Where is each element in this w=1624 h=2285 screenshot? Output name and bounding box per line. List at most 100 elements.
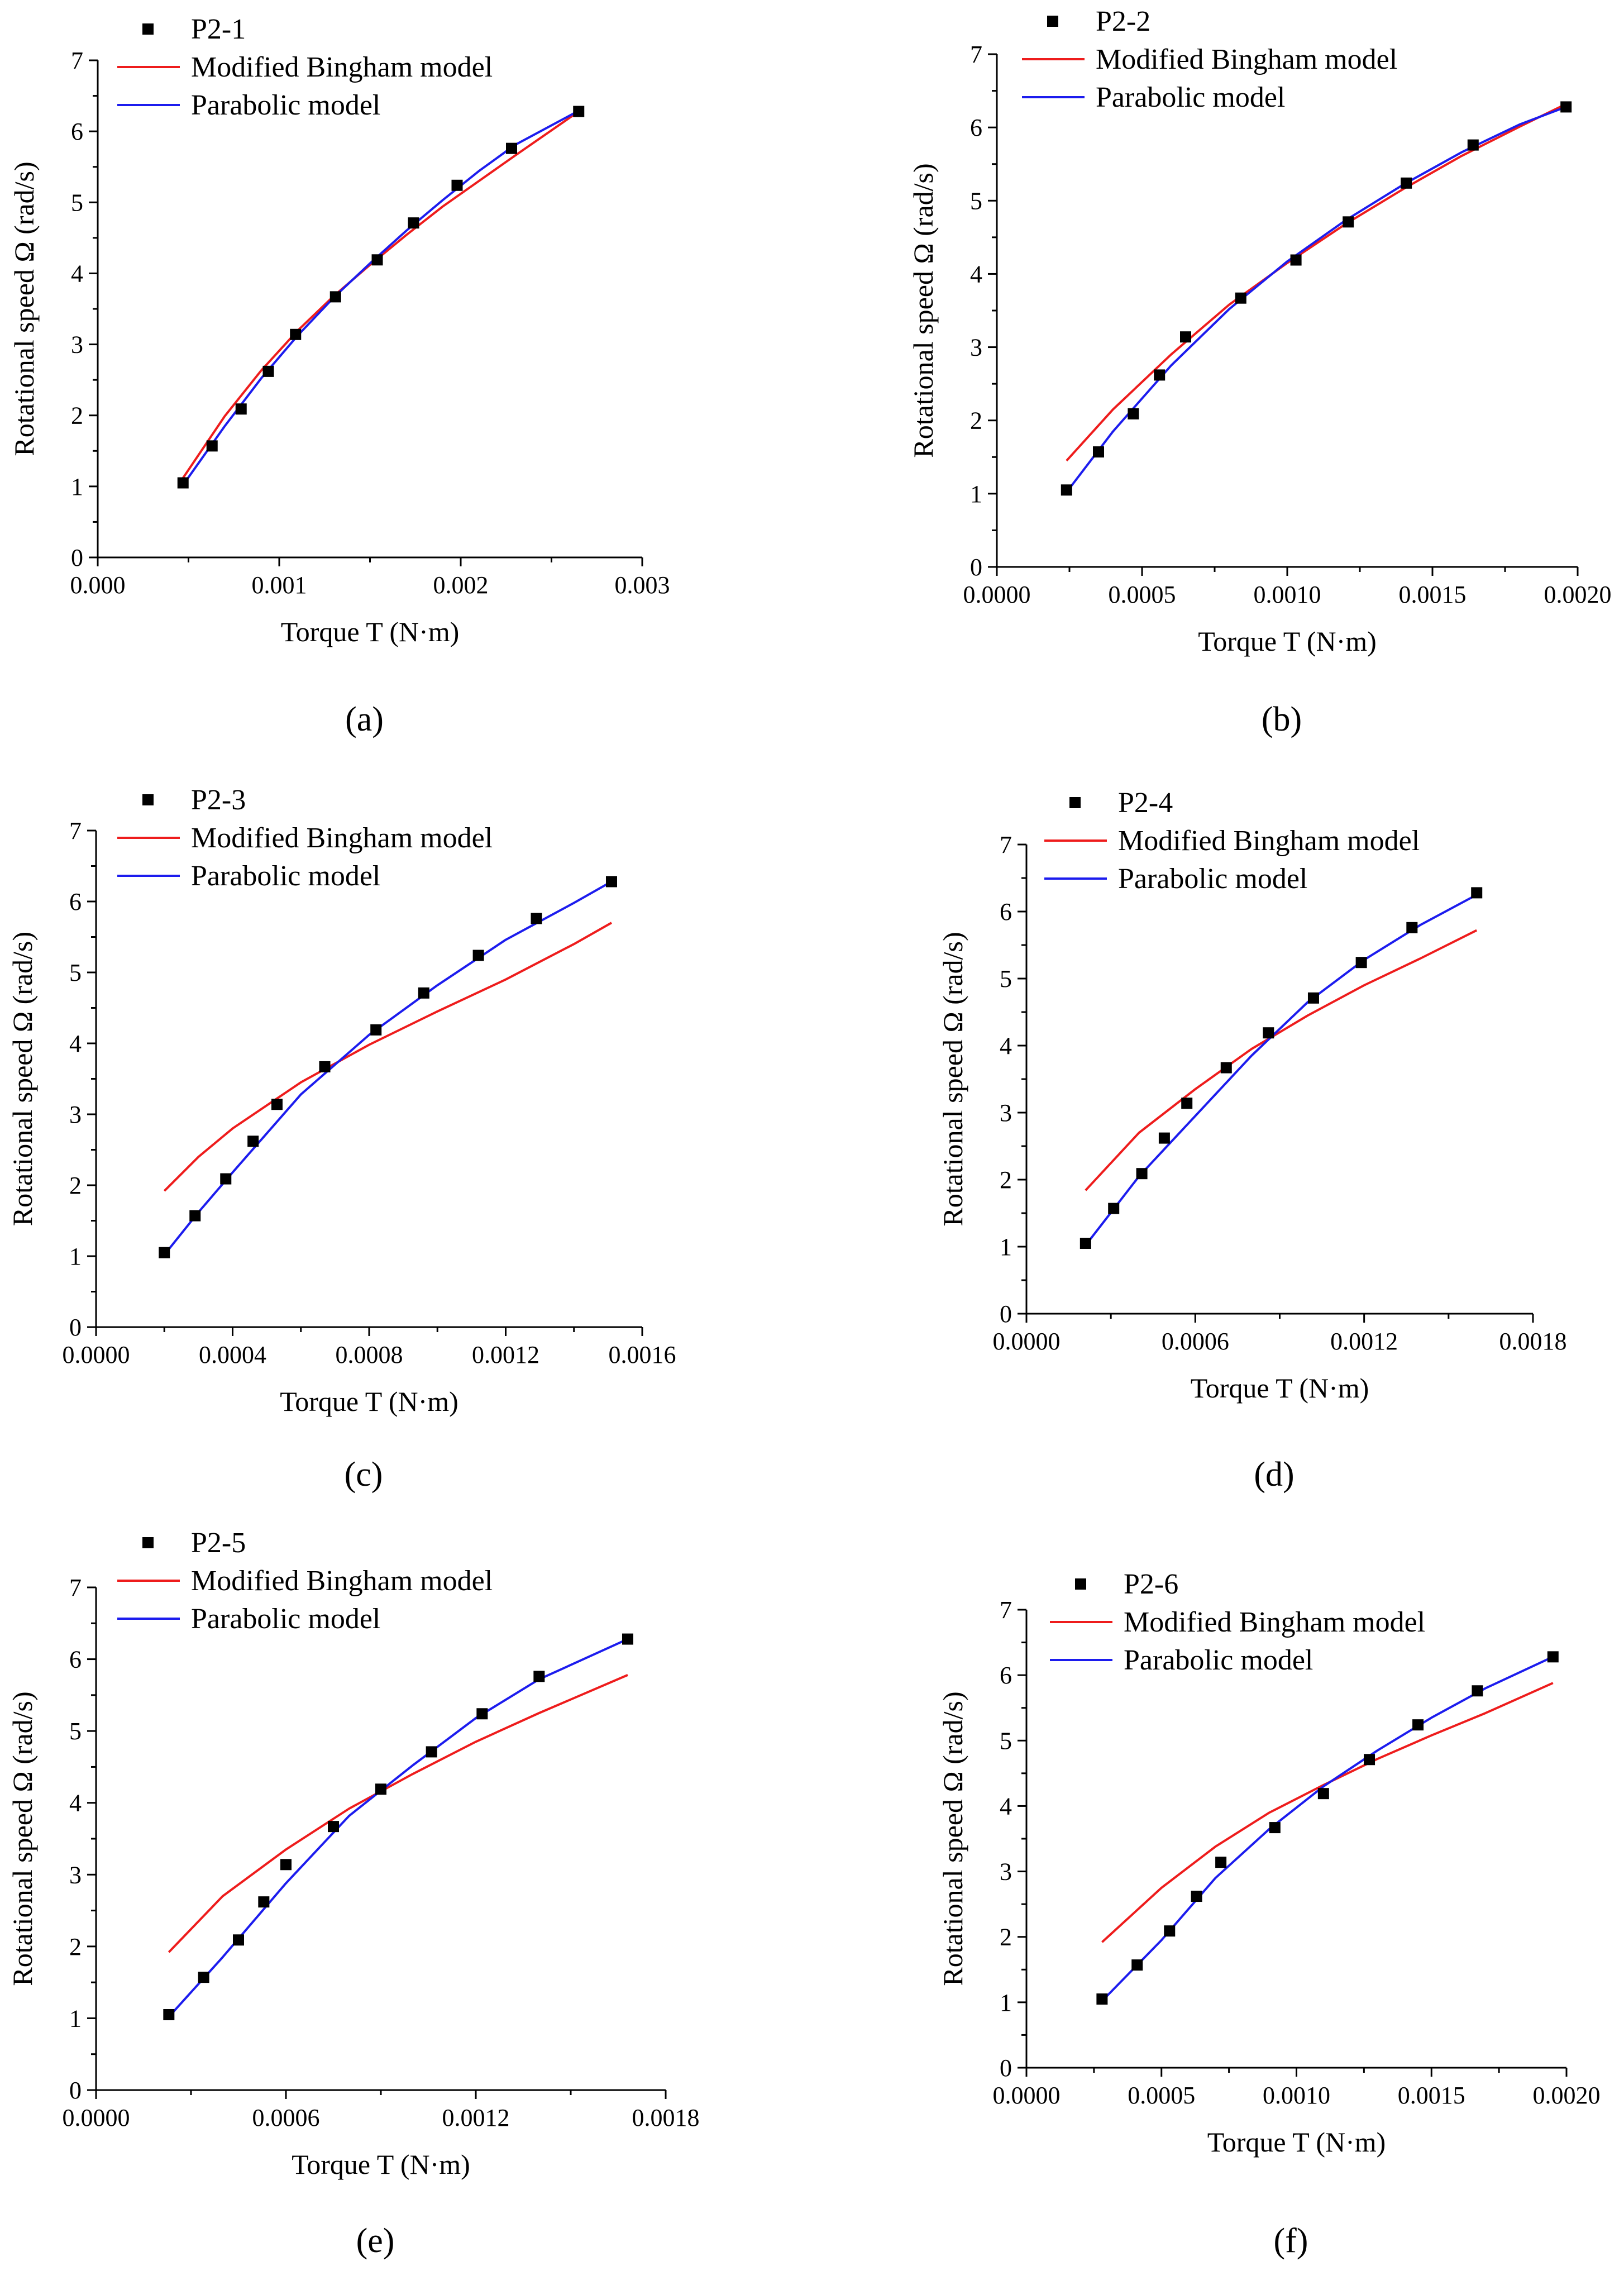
legend-label-points: P2-2 bbox=[1096, 6, 1150, 37]
series-line-modified-bingham bbox=[1101, 1682, 1554, 1943]
data-point bbox=[472, 950, 484, 961]
y-tick-label: 1 bbox=[970, 480, 982, 508]
legend-label-points: P2-3 bbox=[191, 784, 246, 816]
data-point bbox=[1131, 1959, 1143, 1971]
series-line-modified-bingham bbox=[163, 922, 612, 1192]
chart-panel-e: 0 1 2 3 4 5 6 7 0.0000 0.0006 0.0012 0.0018 Torque T… bbox=[7, 1527, 700, 2260]
data-point bbox=[370, 1024, 382, 1036]
y-tick-label: 6 bbox=[1000, 1662, 1012, 1689]
data-point bbox=[1136, 1168, 1148, 1180]
y-tick-label: 2 bbox=[970, 407, 982, 435]
y-tick-label: 3 bbox=[970, 334, 982, 361]
x-tick-label: 0.0012 bbox=[1330, 1328, 1398, 1355]
series-line-parabolic bbox=[1066, 106, 1566, 493]
y-tick-label: 2 bbox=[71, 402, 83, 430]
x-tick-label: 0.0018 bbox=[1499, 1328, 1567, 1355]
y-tick-label: 2 bbox=[1000, 1924, 1012, 1951]
y-tick-label: 0 bbox=[69, 2077, 82, 2104]
legend-label-modified-bingham: Modified Bingham model bbox=[1096, 44, 1397, 75]
data-point bbox=[1317, 1788, 1329, 1800]
legend-label-points: P2-5 bbox=[191, 1527, 246, 1559]
x-tick-label: 0.0005 bbox=[1128, 2082, 1195, 2109]
data-point bbox=[206, 440, 218, 452]
data-point bbox=[371, 254, 383, 266]
data-point bbox=[262, 365, 274, 377]
data-point bbox=[1061, 484, 1072, 496]
x-axis-title: Torque T (N·m) bbox=[1198, 626, 1377, 657]
legend-label-parabolic: Parabolic model bbox=[191, 860, 380, 892]
chart-panel-a: 0 1 2 3 4 5 6 7 0.000 0.001 0.002 0.003 Torque T (N·… bbox=[8, 13, 670, 738]
data-point bbox=[1108, 1203, 1120, 1214]
data-point bbox=[329, 291, 341, 303]
y-tick-label: 0 bbox=[970, 554, 982, 581]
y-tick-label: 7 bbox=[69, 1574, 82, 1601]
panel-label: (f) bbox=[1274, 2222, 1308, 2260]
y-tick-label: 5 bbox=[69, 1718, 82, 1745]
legend-marker-points bbox=[142, 794, 154, 805]
y-tick-label: 4 bbox=[1000, 1032, 1012, 1060]
data-point bbox=[1355, 957, 1367, 969]
data-point bbox=[1096, 1993, 1108, 2005]
legend-label-modified-bingham: Modified Bingham model bbox=[1124, 1606, 1425, 1638]
y-tick-label: 6 bbox=[970, 114, 982, 141]
legend-label-modified-bingham: Modified Bingham model bbox=[191, 51, 493, 83]
legend-label-parabolic: Parabolic model bbox=[191, 1603, 380, 1635]
y-tick-label: 3 bbox=[69, 1861, 82, 1888]
x-tick-label: 0.0000 bbox=[963, 581, 1031, 608]
y-axis-title: Rotational speed Ω (rad/s) bbox=[937, 932, 968, 1226]
data-point bbox=[198, 1972, 209, 1983]
legend-label-parabolic: Parabolic model bbox=[1096, 82, 1285, 113]
x-axis-title: Torque T (N·m) bbox=[280, 1386, 458, 1417]
data-point bbox=[533, 1671, 545, 1682]
data-point bbox=[1547, 1651, 1559, 1663]
x-tick-label: 0.0018 bbox=[632, 2104, 700, 2131]
x-tick-label: 0.0012 bbox=[472, 1341, 539, 1368]
data-point bbox=[418, 987, 429, 999]
chart-panel-f: 0 1 2 3 4 5 6 7 0.0000 0.0005 0.0010 0.0015 0.0020 To… bbox=[937, 1568, 1601, 2260]
x-tick-label: 0.0008 bbox=[336, 1341, 403, 1368]
series-line-parabolic bbox=[163, 880, 612, 1256]
y-axis-title: Rotational speed Ω (rad/s) bbox=[937, 1691, 968, 1986]
data-point bbox=[1263, 1027, 1274, 1039]
data-point bbox=[290, 328, 302, 340]
x-tick-label: 0.0006 bbox=[1162, 1328, 1229, 1355]
legend-label-points: P2-4 bbox=[1118, 787, 1173, 819]
data-point bbox=[451, 179, 463, 191]
y-tick-label: 3 bbox=[1000, 1099, 1012, 1127]
data-point bbox=[247, 1136, 259, 1147]
legend-label-modified-bingham: Modified Bingham model bbox=[191, 822, 493, 854]
y-tick-label: 2 bbox=[69, 1933, 82, 1960]
x-tick-label: 0.0004 bbox=[199, 1341, 266, 1368]
y-tick-label: 7 bbox=[69, 817, 82, 845]
data-point bbox=[1560, 101, 1572, 113]
data-point bbox=[1364, 1754, 1375, 1766]
data-point bbox=[1235, 292, 1246, 304]
y-tick-label: 2 bbox=[1000, 1166, 1012, 1194]
data-point bbox=[1220, 1062, 1232, 1074]
data-point bbox=[177, 477, 189, 489]
x-tick-label: 0.0020 bbox=[1544, 581, 1612, 608]
data-point bbox=[328, 1821, 339, 1833]
y-tick-label: 1 bbox=[1000, 1989, 1012, 2016]
data-point bbox=[258, 1896, 270, 1908]
series-line-parabolic bbox=[182, 109, 580, 486]
y-axis-title: Rotational speed Ω (rad/s) bbox=[907, 163, 939, 457]
legend-marker-points bbox=[1069, 797, 1081, 808]
data-point bbox=[1471, 887, 1483, 899]
x-axis-title: Torque T (N·m) bbox=[292, 2149, 470, 2180]
x-tick-label: 0.0000 bbox=[63, 1341, 130, 1368]
legend-label-points: P2-1 bbox=[191, 13, 246, 45]
x-tick-label: 0.0012 bbox=[442, 2104, 510, 2131]
data-point bbox=[163, 2009, 175, 2020]
y-tick-label: 5 bbox=[970, 187, 982, 214]
series-line-modified-bingham bbox=[168, 1674, 628, 1953]
chart-panel-c: 0 1 2 3 4 5 6 7 0.0000 0.0004 0.0008 0.0012 0.0016 To… bbox=[7, 784, 676, 1494]
x-axis-title: Torque T (N·m) bbox=[1191, 1372, 1369, 1404]
x-tick-label: 0.0016 bbox=[609, 1341, 676, 1368]
legend-label-parabolic: Parabolic model bbox=[1124, 1644, 1313, 1676]
legend-label-modified-bingham: Modified Bingham model bbox=[191, 1565, 493, 1597]
y-tick-label: 0 bbox=[1000, 1300, 1012, 1328]
series-line-modified-bingham bbox=[1085, 929, 1478, 1191]
data-point bbox=[1158, 1132, 1170, 1144]
data-point bbox=[622, 1633, 633, 1645]
